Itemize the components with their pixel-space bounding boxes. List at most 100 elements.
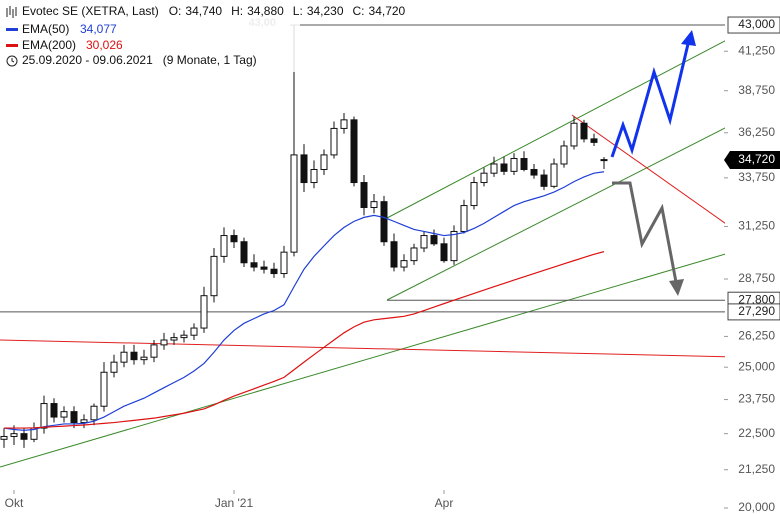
candle-body — [260, 266, 268, 270]
y-tick-label: 41,250 — [738, 43, 775, 57]
candle-body — [410, 247, 418, 262]
level-label: 27,290 — [738, 304, 775, 318]
legend-value: 34,077 — [80, 22, 117, 36]
candle-body — [90, 405, 98, 421]
candle-body — [170, 337, 178, 341]
candle-body — [400, 260, 408, 268]
level-label: 43,000 — [738, 17, 775, 31]
candle-body — [520, 158, 528, 170]
bear-arrow — [612, 181, 678, 283]
y-tick-label: 22,500 — [738, 426, 775, 440]
last-price-label: 34,720 — [738, 152, 775, 166]
candle-body — [250, 262, 258, 268]
axis-bg — [725, 0, 780, 514]
candle-body — [280, 251, 288, 275]
level-box — [727, 303, 780, 321]
candle-body — [20, 433, 28, 440]
y-tick-label: 23,750 — [738, 392, 775, 406]
ohlc-value: 34,740 — [185, 4, 222, 18]
ohlc-value: 34,230 — [307, 4, 344, 18]
legend-value: 30,026 — [86, 38, 123, 52]
candle-body — [500, 163, 508, 172]
candle-body — [110, 361, 118, 373]
bull-arrowhead — [681, 30, 696, 46]
candle-body — [10, 433, 18, 437]
candle-body — [490, 163, 498, 174]
period-note: (9 Monate, 1 Tag) — [163, 53, 257, 67]
candle-body — [0, 435, 8, 440]
candle-body — [160, 339, 168, 346]
clock-icon — [6, 55, 18, 67]
price-axis: 20,000 21,250 22,500 23,750 25,000 26,250 28,7… — [724, 0, 780, 514]
candle-body — [220, 235, 228, 257]
y-tick-label: 38,750 — [738, 83, 775, 97]
drawings — [0, 11, 780, 468]
legend-swatch — [6, 44, 18, 47]
legend-label: EMA(200) — [22, 38, 76, 52]
candle-body — [50, 403, 58, 418]
candle-body — [350, 119, 358, 184]
x-tick-label: Jan '21 — [215, 496, 254, 510]
bear-arrowhead — [669, 279, 684, 296]
header: Evotec SE (XETRA, Last) EMA(50) 34,077 E… — [0, 0, 406, 72]
ohlc-value: 34,880 — [247, 4, 284, 18]
candle-body — [550, 163, 558, 187]
candle-body — [380, 201, 388, 243]
candle-body — [200, 295, 208, 329]
y-tick-label: 26,250 — [738, 329, 775, 343]
header-bg — [0, 0, 300, 72]
candle-body — [600, 159, 608, 162]
level-box — [727, 16, 780, 34]
candle-body — [100, 371, 108, 407]
candle-body — [330, 127, 338, 156]
candle-body — [590, 138, 598, 143]
ohlc-name: C: — [353, 4, 365, 18]
candle-body — [180, 334, 188, 339]
candle-body — [270, 268, 278, 275]
ema-line — [3, 171, 605, 431]
candle-body — [510, 158, 518, 172]
candle-body — [40, 403, 48, 429]
candle-body — [70, 411, 78, 424]
candle-body — [240, 241, 248, 264]
period: 25.09.2020 - 09.06.2021 — [22, 53, 153, 67]
y-tick-label: 28,750 — [738, 271, 775, 285]
candle-body — [320, 154, 328, 170]
candle-body — [420, 235, 428, 249]
candle-body — [570, 122, 578, 147]
candle-body — [480, 172, 488, 184]
level-label: 27,800 — [738, 292, 775, 306]
candle-body — [370, 201, 378, 209]
y-tick-label: 21,250 — [738, 462, 775, 476]
bull-arrow — [610, 43, 690, 158]
candle-body — [150, 344, 158, 358]
candle-body — [130, 351, 138, 361]
bars-icon — [6, 6, 17, 18]
title: Evotec SE (XETRA, Last) — [22, 4, 159, 18]
candle-body — [140, 356, 148, 361]
candle-body — [530, 168, 538, 176]
candle-body — [540, 174, 548, 187]
candle-body — [560, 145, 568, 165]
candle-body — [300, 154, 308, 184]
candle-body — [580, 122, 588, 140]
candle-body — [360, 182, 368, 209]
y-tick-label: 31,250 — [738, 219, 775, 233]
ohlc-name: L: — [293, 4, 303, 18]
candle-body — [230, 235, 238, 243]
y-tick-label: 20,000 — [738, 500, 775, 514]
candle-body — [460, 205, 468, 232]
x-tick-label: Apr — [435, 496, 454, 510]
legend-label: EMA(50) — [22, 22, 69, 36]
candle-body — [340, 119, 348, 129]
y-tick-label: 25,000 — [738, 359, 775, 373]
legend-swatch — [6, 28, 18, 31]
candle-body — [450, 230, 458, 262]
ohlc-name: H: — [231, 4, 243, 18]
candle-body — [310, 168, 318, 184]
candle-body — [190, 327, 198, 336]
candle-body — [290, 154, 298, 253]
